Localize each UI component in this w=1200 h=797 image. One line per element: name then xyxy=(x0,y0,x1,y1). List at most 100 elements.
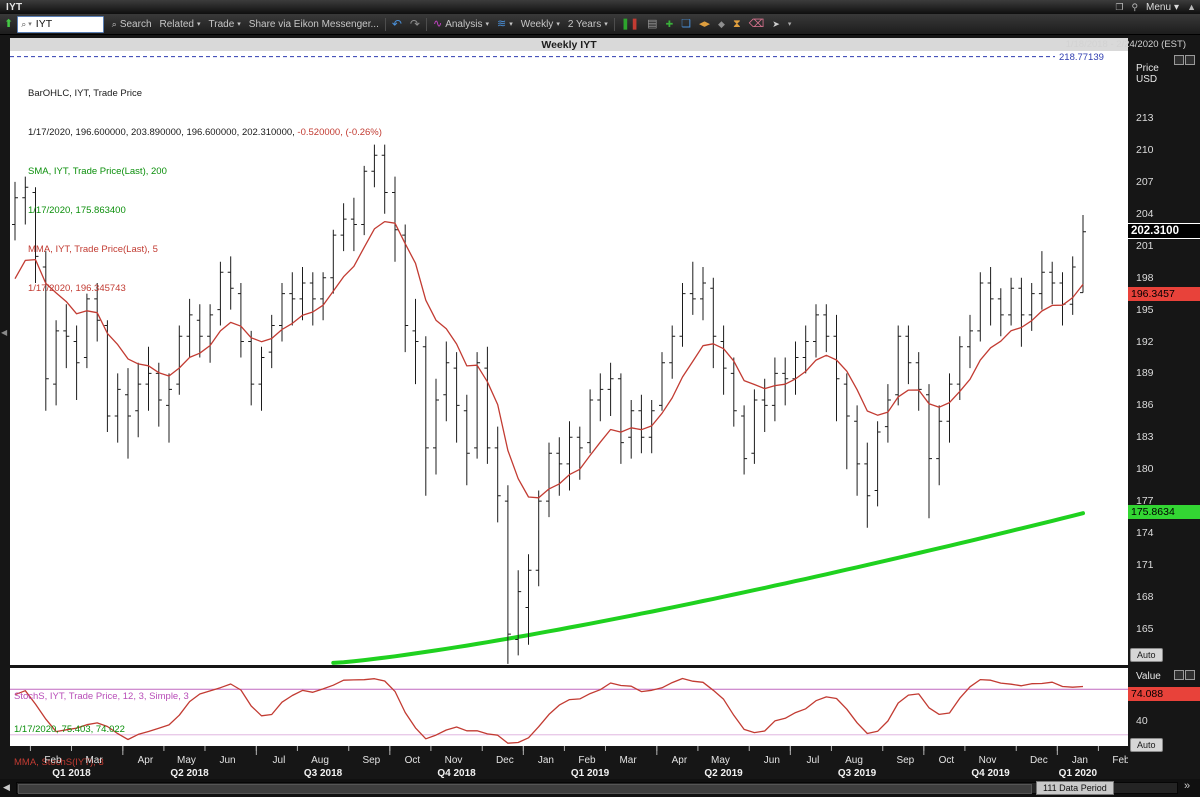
price-tick-label: 198 xyxy=(1136,271,1154,284)
cursor-select-icon[interactable]: ➤ xyxy=(772,18,780,29)
quarter-label: Q1 2020 xyxy=(1059,768,1098,779)
eraser-icon[interactable]: ⌫ xyxy=(748,17,765,30)
hourglass-icon[interactable]: ⧗ xyxy=(732,17,741,30)
month-label: May xyxy=(711,755,730,766)
chevron-down-icon: ▾ xyxy=(556,21,560,28)
restore-window-icon[interactable]: ❐ xyxy=(1115,1,1124,12)
candlestick-icon: ❚ xyxy=(629,17,640,30)
stochastic-chart-canvas[interactable]: StochS, IYT, Trade Price, 12, 3, Simple,… xyxy=(10,668,1128,797)
stochastic-chart-svg[interactable] xyxy=(10,668,1128,746)
toolbar-divider xyxy=(613,17,615,31)
range-menu[interactable]: 2 Years ▾ xyxy=(564,19,612,30)
arrow-left-icon: ◂ xyxy=(698,17,705,30)
price-axis[interactable]: Price USD 213 210 207 204 201 198 195 192 189 186… xyxy=(1128,51,1200,665)
range-label: 2 Years xyxy=(567,18,602,30)
data-period-badge: 111 Data Period xyxy=(1036,781,1114,795)
related-menu[interactable]: Related ▾ xyxy=(156,19,205,30)
chart-style-button[interactable]: ❚ ❚ xyxy=(617,17,643,30)
stoch-value-box: 74.088 xyxy=(1128,686,1200,701)
chevron-down-icon: ▾ xyxy=(485,21,489,28)
price-chart-canvas[interactable]: 218.77139 BarOHLC, IYT, Trade Price 1/17… xyxy=(10,51,1128,665)
value-axis[interactable]: Value 74.088 40 Auto xyxy=(1128,668,1200,778)
month-label: Aug xyxy=(845,755,863,766)
minimize-pane-icon[interactable] xyxy=(1174,55,1184,65)
link-channel-icon[interactable]: ⬆ xyxy=(4,17,14,30)
month-label: Nov xyxy=(979,755,997,766)
minimize-pane-icon[interactable] xyxy=(1174,670,1184,680)
price-tick-label: 165 xyxy=(1136,622,1154,635)
month-label: Sep xyxy=(896,755,914,766)
menu-label: Menu xyxy=(1146,1,1172,13)
wave-style-menu[interactable]: ≋ ▾ xyxy=(493,18,517,30)
grid-layout-icon[interactable]: ▤ xyxy=(647,17,658,30)
time-axis[interactable]: Feb Mar Apr May Jun Jul Aug Sep Oct Nov Dec Jan Feb M… xyxy=(10,746,1130,779)
month-label: Feb xyxy=(1112,755,1128,766)
analysis-menu[interactable]: ∿ Analysis ▾ xyxy=(429,18,493,30)
share-button[interactable]: Share via Eikon Messenger... xyxy=(245,19,383,30)
scroll-right-button[interactable]: » xyxy=(1184,780,1191,792)
chart-title-band: Weekly IYT xyxy=(10,38,1128,51)
value-axis-label: Value xyxy=(1136,671,1161,682)
price-tick-label: 189 xyxy=(1136,367,1154,380)
chevron-down-icon[interactable]: ▾ xyxy=(28,21,32,28)
high-line-label: 218.77139 xyxy=(1059,52,1104,63)
price-tick-label: 204 xyxy=(1136,207,1154,220)
price-tick-label: 174 xyxy=(1136,527,1154,540)
scroll-up-icon[interactable]: ▲ xyxy=(1187,1,1196,12)
month-label: Mar xyxy=(85,755,103,766)
redo-icon[interactable]: ↷ xyxy=(409,17,420,31)
price-tick-label: 186 xyxy=(1136,399,1154,412)
month-label: Feb xyxy=(578,755,596,766)
trade-menu[interactable]: Trade ▾ xyxy=(205,19,245,30)
chevron-down-icon: ▾ xyxy=(604,21,608,28)
price-tick-label: 195 xyxy=(1136,303,1154,316)
chevron-down-icon: ▾ xyxy=(1174,1,1180,13)
add-indicator-icon[interactable]: ✚ xyxy=(665,18,674,29)
collapse-panel-arrow-icon[interactable]: ◀ xyxy=(1,328,8,337)
pin-icon[interactable]: ⚲ xyxy=(1131,1,1139,12)
month-label: Nov xyxy=(445,755,463,766)
month-label: Mar xyxy=(619,755,637,766)
quarter-label: Q4 2018 xyxy=(437,768,476,779)
month-label: Aug xyxy=(311,755,329,766)
candlestick-icon: ❚ xyxy=(620,17,630,30)
price-tick-label: 201 xyxy=(1136,239,1154,252)
scrollbar-track[interactable] xyxy=(16,782,1178,794)
maximize-pane-icon[interactable] xyxy=(1185,670,1195,680)
sma-price-box: 175.8634 xyxy=(1128,505,1200,520)
related-label: Related xyxy=(159,18,194,30)
price-chart-svg[interactable]: 218.77139 xyxy=(10,51,1128,665)
horizontal-scrollbar[interactable]: ◀ 111 Data Period » xyxy=(0,779,1200,797)
month-label: Dec xyxy=(496,755,514,766)
arrow-right-icon: ▸ xyxy=(704,17,711,30)
value-auto-scale-button[interactable]: Auto xyxy=(1130,738,1163,752)
month-label: Jul xyxy=(273,755,286,766)
maximize-pane-icon[interactable] xyxy=(1185,55,1195,65)
share-label: Share via Eikon Messenger... xyxy=(248,18,379,30)
month-label: Jan xyxy=(538,755,554,766)
symbol-input[interactable] xyxy=(33,17,100,31)
scrollbar-thumb[interactable] xyxy=(18,784,1032,794)
pan-arrows-button[interactable]: ◂ ▸ xyxy=(695,17,714,30)
price-tick-label: 180 xyxy=(1136,463,1154,476)
search-button[interactable]: ⌕ Search xyxy=(108,19,156,30)
quarter-label: Q1 2018 xyxy=(52,768,91,779)
quarter-label: Q2 2019 xyxy=(704,768,743,779)
search-icon: ⌕ xyxy=(111,18,117,29)
annotation-icon[interactable]: ❏ xyxy=(681,17,691,30)
diamond-marker-icon[interactable]: ◆ xyxy=(718,18,725,29)
mma-5-line xyxy=(14,220,1084,499)
interval-menu[interactable]: Weekly ▾ xyxy=(517,19,564,30)
toolbar-overflow-caret[interactable]: ▾ xyxy=(787,21,792,28)
menu-button[interactable]: Menu ▾ xyxy=(1146,2,1179,13)
month-label: May xyxy=(177,755,196,766)
price-auto-scale-button[interactable]: Auto xyxy=(1130,648,1163,662)
month-label: Feb xyxy=(44,755,62,766)
price-axis-label: Price xyxy=(1136,63,1159,74)
scroll-left-button[interactable]: ◀ xyxy=(3,782,10,792)
symbol-search-box[interactable]: ⌕ ▾ xyxy=(17,15,104,33)
quarter-label: Q4 2019 xyxy=(971,768,1010,779)
window-titlebar[interactable]: IYT ❐ ⚲ Menu ▾ ▲ xyxy=(0,0,1200,14)
undo-icon[interactable]: ↶ xyxy=(391,17,402,31)
